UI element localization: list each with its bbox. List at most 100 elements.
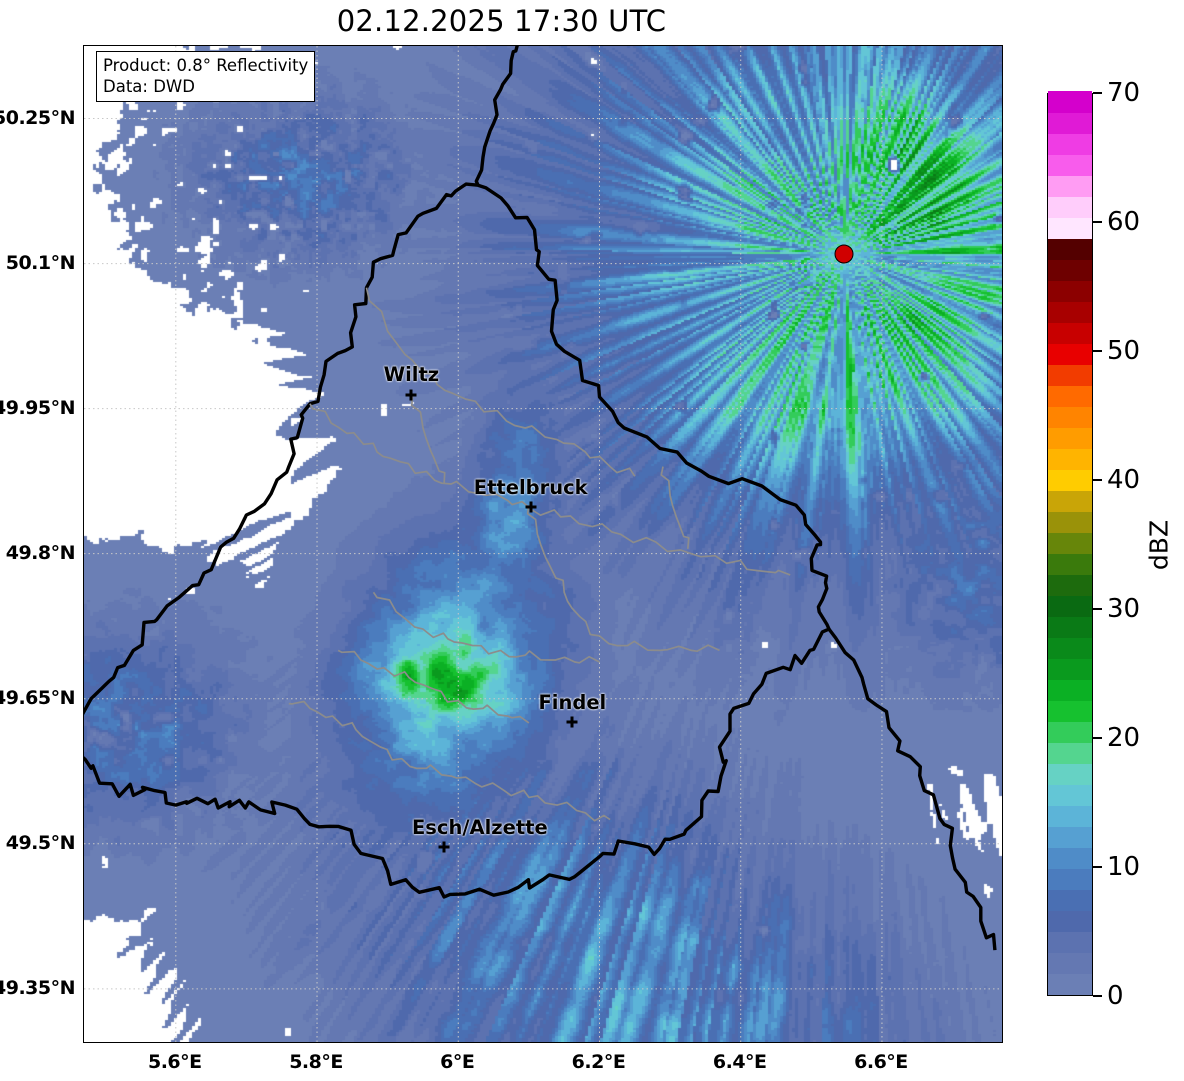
product-info-box: Product: 0.8° Reflectivity Data: DWD — [96, 51, 316, 103]
regional-border — [526, 505, 720, 653]
city-label-ettelbruck: Ettelbruck — [473, 476, 588, 500]
colorbar-tick — [1093, 995, 1102, 997]
regional-border — [365, 287, 636, 477]
colorbar-segment — [1048, 385, 1092, 407]
colorbar-segment — [1048, 679, 1092, 701]
colorbar-segment — [1048, 427, 1092, 449]
x-axis-tick-label: 5.6°E — [147, 1051, 202, 1073]
x-axis-tick-label: 6.6°E — [854, 1051, 908, 1073]
regional-border — [337, 649, 530, 724]
colorbar-tick — [1093, 479, 1102, 481]
y-axis-tick-label: 49.95°N — [0, 396, 76, 419]
colorbar-segment — [1048, 973, 1092, 995]
colorbar-tick-label: 20 — [1107, 723, 1141, 753]
colorbar-segment — [1048, 784, 1092, 806]
radar-site-marker — [834, 244, 854, 264]
colorbar-tick-label: 30 — [1107, 594, 1141, 624]
colorbar-segment — [1048, 196, 1092, 218]
colorbar-segment — [1048, 952, 1092, 974]
colorbar-segment — [1048, 91, 1092, 113]
colorbar-segment — [1048, 826, 1092, 848]
colorbar-segment — [1048, 763, 1092, 785]
colorbar-segment — [1048, 553, 1092, 575]
national-border-southeast — [827, 628, 997, 951]
colorbar-segment — [1048, 847, 1092, 869]
y-axis-tick-label: 50.1°N — [5, 251, 76, 274]
national-border-luxembourg — [84, 182, 831, 899]
colorbar-segment — [1048, 364, 1092, 386]
city-label-esch-alzette: Esch/Alzette — [411, 815, 548, 839]
x-axis-tick-label: 6.4°E — [712, 1051, 767, 1073]
colorbar-segment — [1048, 637, 1092, 659]
colorbar-tick-label: 60 — [1107, 207, 1141, 237]
colorbar-tick — [1093, 737, 1102, 739]
regional-border — [288, 700, 611, 822]
x-axis-tick-label: 6°E — [440, 1051, 475, 1073]
colorbar-tick — [1093, 608, 1102, 610]
colorbar-tick-label: 70 — [1107, 78, 1141, 108]
colorbar-segment — [1048, 175, 1092, 197]
colorbar-tick-label: 50 — [1107, 336, 1141, 366]
colorbar-segment — [1048, 112, 1092, 134]
colorbar-segment — [1048, 322, 1092, 344]
y-axis-tick-label: 49.65°N — [0, 686, 76, 709]
colorbar-segment — [1048, 616, 1092, 638]
regional-border — [410, 396, 446, 485]
colorbar-tick-label: 40 — [1107, 465, 1141, 495]
colorbar-segment — [1048, 700, 1092, 722]
x-axis-tick-label: 6.2°E — [571, 1051, 626, 1073]
city-marker-wiltz — [405, 389, 417, 401]
city-marker-esch-alzette — [438, 841, 450, 853]
city-label-findel: Findel — [538, 690, 607, 714]
colorbar-tick — [1093, 221, 1102, 223]
colorbar-segment — [1048, 574, 1092, 596]
colorbar-axis-label: dBZ — [1144, 519, 1174, 571]
colorbar-segment — [1048, 721, 1092, 743]
colorbar-tick — [1093, 350, 1102, 352]
colorbar-segment — [1048, 448, 1092, 470]
colorbar-segment — [1048, 658, 1092, 680]
colorbar-segment — [1048, 406, 1092, 428]
colorbar-segment — [1048, 511, 1092, 533]
colorbar-segment — [1048, 301, 1092, 323]
colorbar-tick-label: 10 — [1107, 852, 1141, 882]
colorbar-segment — [1048, 490, 1092, 512]
y-axis-tick-label: 49.35°N — [0, 976, 76, 999]
regional-border — [372, 591, 600, 664]
city-marker-findel — [566, 716, 578, 728]
colorbar-segment — [1048, 133, 1092, 155]
radar-map-plot[interactable]: Product: 0.8° Reflectivity Data: DWD — [83, 45, 1003, 1043]
colorbar-segment — [1048, 889, 1092, 911]
regional-border — [660, 466, 690, 549]
y-axis-tick-label: 50.25°N — [0, 106, 76, 129]
x-axis-tick-label: 5.8°E — [289, 1051, 343, 1073]
radar-reflectivity-canvas — [84, 46, 1002, 1042]
colorbar-segment — [1048, 805, 1092, 827]
colorbar-tick — [1093, 92, 1102, 94]
national-border-north — [474, 46, 519, 186]
colorbar-segment — [1048, 280, 1092, 302]
data-source-line: Data: DWD — [103, 77, 195, 97]
colorbar-segment — [1048, 217, 1092, 239]
map-vector-overlay — [84, 46, 1002, 1042]
product-line: Product: 0.8° Reflectivity — [103, 56, 309, 75]
y-axis-tick-label: 49.5°N — [5, 831, 76, 854]
city-marker-ettelbruck — [525, 501, 537, 513]
colorbar-segment — [1048, 154, 1092, 176]
colorbar-segment — [1048, 910, 1092, 932]
colorbar-segment — [1048, 532, 1092, 554]
colorbar-segment — [1048, 742, 1092, 764]
colorbar[interactable] — [1047, 91, 1093, 996]
colorbar-segment — [1048, 931, 1092, 953]
page-title: 02.12.2025 17:30 UTC — [336, 4, 667, 38]
colorbar-tick-label: 0 — [1107, 981, 1124, 1011]
colorbar-segment — [1048, 238, 1092, 260]
colorbar-segment — [1048, 343, 1092, 365]
regional-border — [309, 403, 791, 576]
colorbar-segment — [1048, 595, 1092, 617]
y-axis-tick-label: 49.8°N — [5, 541, 76, 564]
colorbar-segment — [1048, 259, 1092, 281]
colorbar-segment — [1048, 868, 1092, 890]
colorbar-tick — [1093, 866, 1102, 868]
